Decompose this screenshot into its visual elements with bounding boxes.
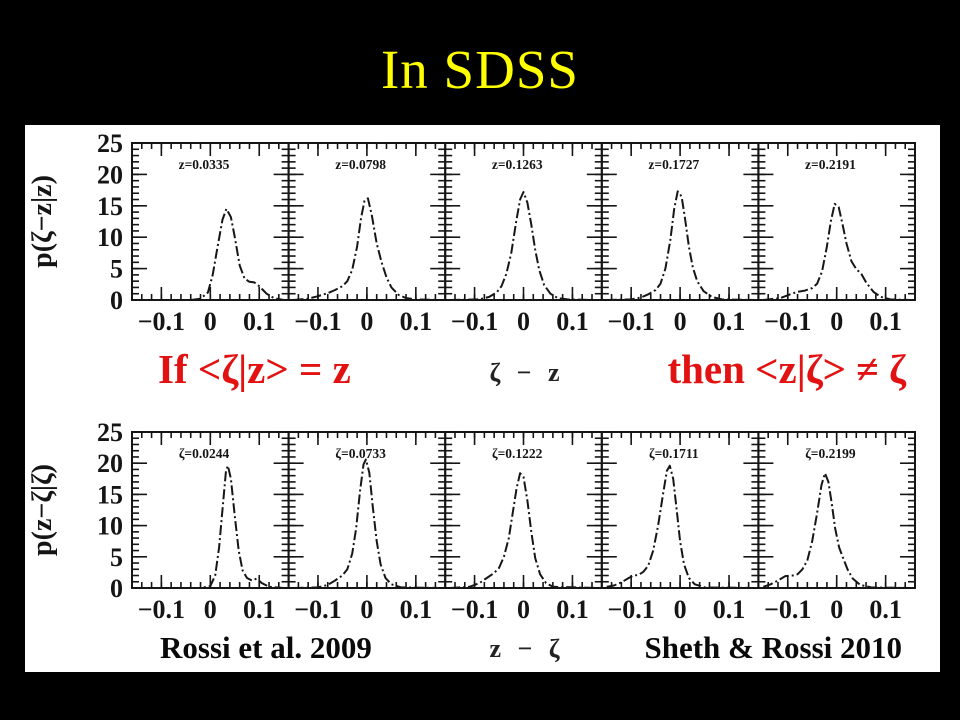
distribution-curve <box>762 472 911 589</box>
y-tick-label: 20 <box>97 160 123 189</box>
panel-label: ζ=0.0244 <box>179 446 230 461</box>
x-tick-label: 0 <box>830 595 843 624</box>
credit-sheth-rossi-2010: Sheth & Rossi 2010 <box>644 630 902 665</box>
x-tick-label: 0.1 <box>556 307 589 336</box>
distribution-curve <box>293 458 441 589</box>
x-tick-label: −0.1 <box>138 595 185 624</box>
x-tick-label: −0.1 <box>764 595 811 624</box>
y-tick-label: 20 <box>97 449 123 478</box>
y-tick-label: 10 <box>97 223 123 252</box>
x-tick-label: 0 <box>830 307 843 336</box>
x-tick-label: −0.1 <box>294 595 341 624</box>
slide-title: In SDSS <box>380 39 580 100</box>
x-tick-label: 0.1 <box>400 595 433 624</box>
y-tick-label: 25 <box>97 129 123 158</box>
x-tick-label: 0.1 <box>400 307 433 336</box>
y-tick-label: 25 <box>97 420 123 447</box>
x-tick-label: 0 <box>204 307 217 336</box>
panel-label: z=0.0335 <box>179 157 230 172</box>
distribution-curve <box>136 464 284 589</box>
y-tick-label: 5 <box>110 543 123 572</box>
y-tick-label: 15 <box>97 480 123 509</box>
x-tick-label: −0.1 <box>764 307 811 336</box>
x-tick-label: 0 <box>517 307 530 336</box>
x-tick-label: 0.1 <box>243 307 276 336</box>
x-tick-label: 0.1 <box>869 595 902 624</box>
x-tick-label: −0.1 <box>294 307 341 336</box>
credit-rossi-2009: Rossi et al. 2009 <box>160 630 372 665</box>
x-tick-label: −0.1 <box>451 595 498 624</box>
x-tick-label: 0 <box>204 595 217 624</box>
x-tick-label: 0.1 <box>713 595 746 624</box>
panel-label: z=0.1263 <box>492 157 543 172</box>
x-tick-label: −0.1 <box>138 307 185 336</box>
panel-label: z=0.1727 <box>648 157 699 172</box>
then-statement: then <z|ζ> ≠ ζ <box>667 346 906 392</box>
panel-label: z=0.2191 <box>805 157 856 172</box>
mid-annotation-line: If <ζ|z> = z ζ − z then <z|ζ> ≠ ζ <box>25 337 940 417</box>
distribution-curve <box>763 202 911 301</box>
x-tick-label: −0.1 <box>607 307 654 336</box>
distribution-curve <box>450 472 597 589</box>
y-tick-label: 0 <box>110 574 123 603</box>
y-tick-label: 5 <box>110 255 123 284</box>
top-xaxis-label: ζ − z <box>489 358 565 387</box>
x-tick-label: 0.1 <box>243 595 276 624</box>
distribution-curve <box>450 191 597 301</box>
x-tick-label: 0.1 <box>869 307 902 336</box>
figure-panel: p(ζ−z|z) 0 5 10 15 20 25 −0.1 0 0.1 z=0.0335 −0.1 0 0… <box>25 125 940 672</box>
x-tick-label: 0 <box>674 307 687 336</box>
y-tick-label: 0 <box>110 286 123 315</box>
distribution-curve <box>293 197 441 301</box>
y-axis-label: p(z−ζ|ζ) <box>27 464 58 556</box>
y-tick-label: 15 <box>97 192 123 221</box>
y-tick-label: 10 <box>97 512 123 541</box>
if-statement: If <ζ|z> = z <box>158 346 351 392</box>
x-tick-label: 0 <box>517 595 530 624</box>
x-tick-label: 0 <box>360 307 373 336</box>
y-axis-label: p(ζ−z|z) <box>27 175 58 268</box>
x-tick-label: −0.1 <box>451 307 498 336</box>
panel-label: ζ=0.2199 <box>805 446 856 461</box>
panel-label: ζ=0.0733 <box>335 446 386 461</box>
bottom-annotation-line: Rossi et al. 2009 z − ζ Sheth & Rossi 20… <box>25 625 940 672</box>
x-tick-label: 0.1 <box>556 595 589 624</box>
panel-label: z=0.0798 <box>335 157 386 172</box>
x-tick-label: 0.1 <box>713 307 746 336</box>
distribution-curve <box>606 190 754 301</box>
bottom-xaxis-label: z − ζ <box>489 634 565 663</box>
x-tick-label: −0.1 <box>607 595 654 624</box>
panel-label: ζ=0.1222 <box>492 446 543 461</box>
distribution-curve <box>606 464 754 589</box>
panel-label: ζ=0.1711 <box>649 446 699 461</box>
x-tick-label: 0 <box>360 595 373 624</box>
x-tick-label: 0 <box>674 595 687 624</box>
distribution-curve <box>136 207 284 301</box>
